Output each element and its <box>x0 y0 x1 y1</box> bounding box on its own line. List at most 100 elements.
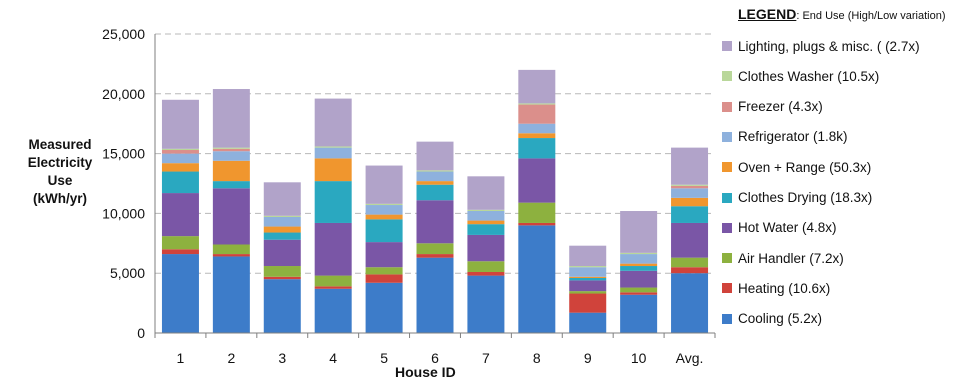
y-tick-label: 0 <box>137 325 145 341</box>
bar-segment <box>467 272 505 276</box>
legend-item: Oven + Range (50.3x) <box>722 157 871 177</box>
bar-segment <box>620 266 658 271</box>
legend-swatch <box>722 71 732 82</box>
bar-segment <box>620 287 658 293</box>
bars <box>161 69 709 333</box>
legend-item: Hot Water (4.8x) <box>722 218 837 238</box>
legend-item: Lighting, plugs & misc. ( (2.7x) <box>722 36 920 56</box>
x-tick-label: 7 <box>482 350 490 366</box>
bar-segment <box>620 254 658 264</box>
bar-segment <box>314 286 352 289</box>
legend-item: Air Handler (7.2x) <box>722 248 844 268</box>
bar-segment <box>518 104 556 124</box>
bar-segment <box>416 141 454 171</box>
bar-segment <box>467 220 505 225</box>
y-tick-label: 10,000 <box>102 205 145 221</box>
bar-segment <box>671 267 709 274</box>
y-tick-labels: 0 5,000 10,000 15,000 20,000 25,000 <box>102 26 145 341</box>
legend-text: Hot Water (4.8x) <box>738 220 837 236</box>
bar-segment <box>671 184 709 186</box>
bar-segment <box>467 176 505 210</box>
bar-segment <box>314 158 352 182</box>
bar-segment <box>416 257 454 333</box>
bar-segment <box>365 203 403 206</box>
bar-segment <box>569 277 607 281</box>
bar-segment <box>416 243 454 255</box>
x-tick-label: 8 <box>533 350 541 366</box>
bar-segment <box>620 270 658 288</box>
bar-segment <box>518 123 556 134</box>
bar-segment <box>620 252 658 255</box>
bar-segment <box>518 158 556 203</box>
legend-text: Clothes Drying (18.3x) <box>738 190 873 205</box>
bar-segment <box>416 254 454 258</box>
y-axis-label-line: Use <box>47 173 73 188</box>
legend-swatch <box>722 41 732 51</box>
bar-segment <box>161 249 199 255</box>
legend-swatch <box>722 131 732 142</box>
bar-segment <box>365 267 403 275</box>
bar-segment <box>569 291 607 294</box>
bar-segment <box>314 222 352 276</box>
legend-item: Refrigerator (1.8k) <box>722 127 848 147</box>
bar-segment <box>518 222 556 226</box>
bar-segment <box>365 165 403 204</box>
bar-segment <box>314 275 352 287</box>
bar-segment <box>569 266 607 268</box>
legend-text: Clothes Washer (10.5x) <box>738 68 880 84</box>
bar-segment <box>314 98 352 147</box>
bar-segment <box>263 279 301 333</box>
bar-segment <box>263 276 301 280</box>
y-axis-label-line: Electricity <box>27 155 93 170</box>
bar-segment <box>671 273 709 333</box>
bar-segment <box>161 153 199 164</box>
bar-segment <box>212 181 250 189</box>
bar-segment <box>365 242 403 268</box>
legend-title: LEGEND: End Use (High/Low variation) <box>738 2 972 26</box>
bar-segment <box>569 312 607 333</box>
legend-swatch <box>722 192 732 203</box>
bar-segment <box>314 146 352 148</box>
x-tick-label: 1 <box>177 350 185 366</box>
bar-segment <box>671 206 709 223</box>
bar-segment <box>467 224 505 235</box>
bar-segment <box>365 214 403 220</box>
x-tick-label: Avg. <box>676 350 704 366</box>
x-tick-label: 3 <box>278 350 286 366</box>
bar-segment <box>569 280 607 292</box>
bar-segment <box>212 147 250 149</box>
bar-segment <box>212 89 250 148</box>
bar-segment <box>365 274 403 283</box>
x-tick-label: 5 <box>380 350 388 366</box>
axes <box>154 34 716 338</box>
bar-segment <box>671 185 709 189</box>
legend: LEGEND: End Use (High/Low variation) Lig… <box>722 2 972 326</box>
x-axis-label: House ID <box>395 364 456 380</box>
bar-segment <box>263 266 301 277</box>
x-tick-labels: 1 2 3 4 5 6 7 8 9 10 Avg. <box>177 350 704 366</box>
y-tick-label: 15,000 <box>102 146 145 162</box>
bar-segment <box>518 138 556 159</box>
legend-title-sub: : End Use (High/Low variation) <box>796 10 946 22</box>
legend-text: Air Handler (7.2x) <box>738 250 844 266</box>
bar-segment <box>263 226 301 233</box>
bar-segment <box>620 294 658 333</box>
legend-text: Cooling (5.2x) <box>738 311 823 327</box>
legend-swatch <box>722 222 732 233</box>
legend-item: Cooling (5.2x) <box>722 309 822 329</box>
legend-swatch <box>722 101 732 112</box>
y-axis-label-line: Measured <box>28 137 92 152</box>
bar-segment <box>467 261 505 273</box>
bar-segment <box>671 257 709 268</box>
bar-segment <box>263 216 301 227</box>
bar-segment <box>161 171 199 194</box>
bar-segment <box>518 202 556 223</box>
bar-segment <box>365 205 403 215</box>
bar-segment <box>416 171 454 182</box>
bar-segment <box>263 232 301 240</box>
y-tick-label: 5,000 <box>110 265 145 281</box>
bar-segment <box>263 239 301 267</box>
legend-item: Clothes Drying (18.3x) <box>722 188 872 208</box>
legend-text: Lighting, plugs & misc. ( (2.7x) <box>738 38 920 54</box>
